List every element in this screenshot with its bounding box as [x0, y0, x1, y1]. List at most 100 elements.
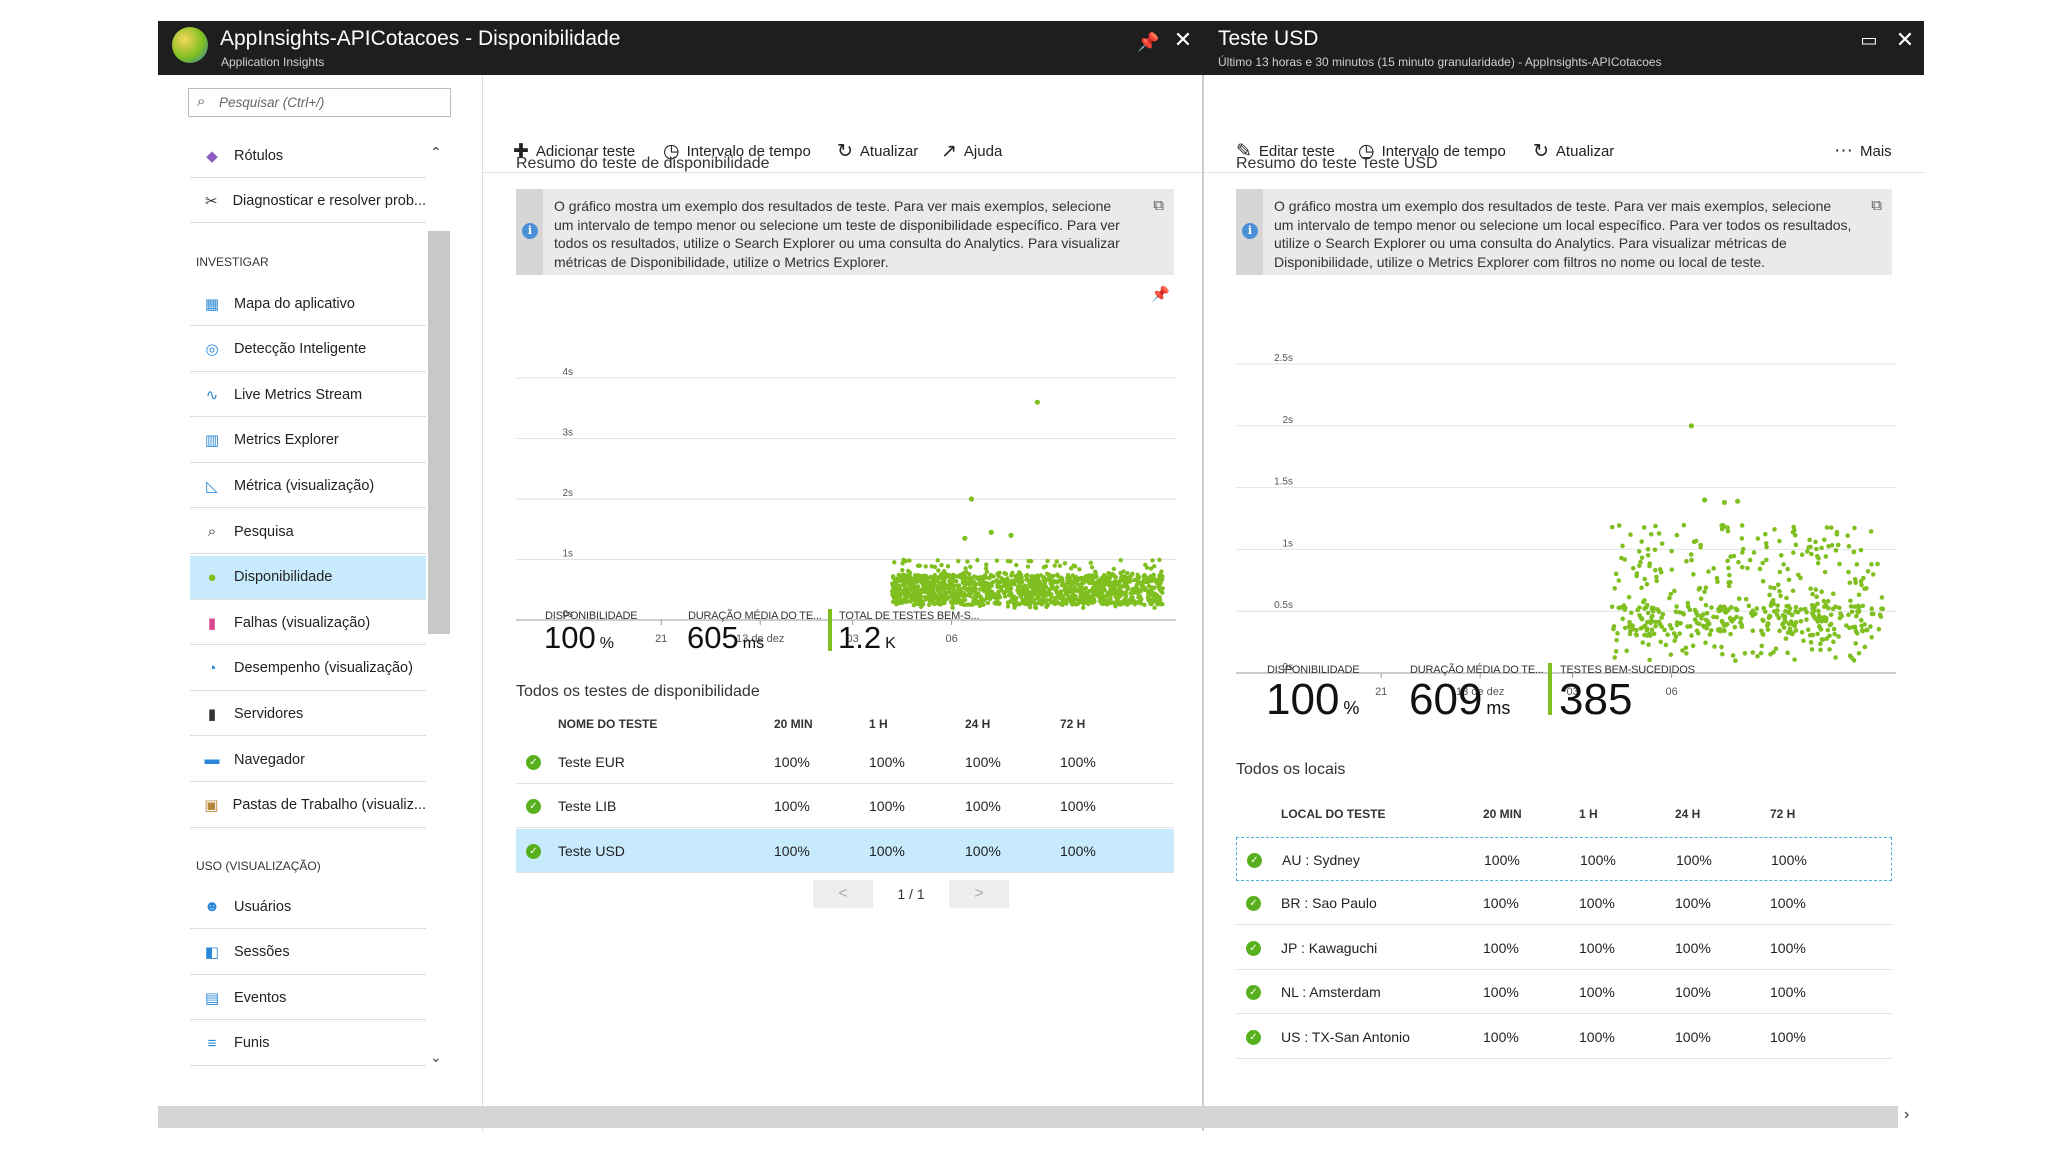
pager-prev-button[interactable]: < [813, 880, 873, 908]
table-row[interactable]: ✓ US : TX-San Antonio 100% 100% 100% 100% [1236, 1015, 1892, 1059]
refresh-button[interactable]: ↻ Atualizar [837, 140, 919, 162]
data-point [1772, 527, 1777, 532]
data-point [1639, 539, 1644, 544]
data-point [1719, 618, 1725, 624]
data-point [1637, 563, 1642, 569]
data-point [1029, 594, 1035, 599]
data-point [1016, 574, 1021, 579]
pin-icon[interactable]: 📌 [1137, 32, 1160, 52]
data-point [1698, 596, 1704, 602]
data-point [1084, 594, 1089, 599]
sidebar-item-métrica-visualização[interactable]: ◺ Métrica (visualização) [190, 464, 426, 509]
data-point [1139, 584, 1145, 589]
data-point [1122, 580, 1128, 586]
data-point [1009, 597, 1015, 603]
sidebar-item-falhas-visualização[interactable]: ▮ Falhas (visualização) [190, 601, 426, 646]
help-button[interactable]: ↗ Ajuda [941, 140, 1003, 162]
sidebar-item-desempenho-visualização[interactable]: ◔ Desempenho (visualização) [190, 647, 426, 691]
data-point [1718, 607, 1724, 613]
scroll-up-icon[interactable]: ⌃ [430, 144, 442, 160]
data-point [1098, 599, 1103, 604]
table-row[interactable]: ✓ BR : Sao Paulo 100% 100% 100% 100% [1236, 881, 1892, 926]
data-point [993, 592, 998, 597]
data-point [1792, 623, 1798, 629]
add-test-button[interactable]: ✚ Adicionar teste [513, 140, 636, 162]
sidebar-item-usuários[interactable]: ☻ Usuários [190, 885, 426, 929]
data-point [959, 599, 965, 604]
data-point [1140, 583, 1146, 589]
data-point [1040, 593, 1045, 598]
sidebar-item-sessões[interactable]: ◧ Sessões [190, 931, 426, 975]
sidebar-item-mapa-do-aplicativo[interactable]: ▦ Mapa do aplicativo [190, 282, 426, 326]
time-range-button[interactable]: ◷ Intervalo de tempo [1358, 140, 1506, 162]
data-point [890, 587, 896, 592]
sidebar-item-rótulos[interactable]: ◆ Rótulos [190, 134, 426, 178]
scroll-right-icon[interactable]: › [1904, 1106, 1910, 1123]
close-icon[interactable]: ✕ [1895, 27, 1915, 52]
data-point [1109, 587, 1115, 592]
row-value: 100% [1675, 984, 1711, 1001]
sidebar-item-funis[interactable]: ≡ Funis [190, 1022, 426, 1066]
scroll-down-icon[interactable]: ⌄ [430, 1049, 442, 1065]
data-point [1674, 532, 1680, 538]
data-point [1066, 580, 1072, 586]
close-icon[interactable]: ✕ [1173, 27, 1193, 52]
table-row[interactable]: ✓ Teste LIB 100% 100% 100% 100% [516, 784, 1174, 829]
data-point [1048, 579, 1054, 585]
data-point [1653, 619, 1658, 625]
data-point [1059, 582, 1065, 587]
success-check-icon: ✓ [526, 799, 541, 815]
data-point [1826, 605, 1831, 611]
sidebar-item-pastas-de-trabalho-visualiz[interactable]: ▣ Pastas de Trabalho (visualiz... [190, 784, 426, 828]
data-point [1037, 600, 1043, 605]
data-point [1613, 649, 1619, 654]
data-point [1009, 591, 1014, 596]
data-point [933, 579, 939, 584]
data-point [1649, 605, 1655, 611]
sidebar-item-label: Servidores [234, 705, 304, 722]
data-point [996, 589, 1001, 594]
sidebar-item-detecção-inteligente[interactable]: ◎ Detecção Inteligente [190, 328, 426, 372]
table-row[interactable]: ✓ AU : Sydney 100% 100% 100% 100% [1236, 837, 1892, 881]
nav-scroll-thumb[interactable] [428, 231, 450, 634]
data-point [983, 575, 989, 580]
sidebar-item-servidores[interactable]: ▮ Servidores [190, 692, 426, 737]
data-point [1040, 585, 1046, 590]
table-row[interactable]: ✓ Teste USD 100% 100% 100% 100% [516, 828, 1174, 873]
data-point [935, 577, 940, 583]
table-row[interactable]: ✓ Teste EUR 100% 100% 100% 100% [516, 740, 1174, 784]
search-input[interactable]: Pesquisar (Ctrl+/) [219, 95, 325, 110]
time-range-button[interactable]: ◷ Intervalo de tempo [663, 140, 811, 162]
edit-test-button[interactable]: ✎ Editar teste [1236, 140, 1335, 162]
horizontal-scrollbar[interactable] [158, 1106, 1898, 1128]
data-point [1002, 581, 1007, 586]
sidebar-item-metrics-explorer[interactable]: ▥ Metrics Explorer [190, 419, 426, 463]
table-row[interactable]: ✓ JP : Kawaguchi 100% 100% 100% 100% [1236, 926, 1892, 970]
sidebar-item-live-metrics-stream[interactable]: ∿ Live Metrics Stream [190, 373, 426, 418]
data-point [994, 578, 999, 583]
sidebar-item-disponibilidade[interactable]: ● Disponibilidade [190, 555, 426, 600]
open-external-icon[interactable]: ⧉ [1153, 197, 1164, 214]
data-point [1156, 582, 1162, 587]
sidebar-item-diagnosticar-e-resolver-prob[interactable]: ✂ Diagnosticar e resolver prob... [190, 179, 426, 223]
maximize-icon[interactable]: ▭ [1860, 30, 1878, 50]
left-blade-content: ✚ Adicionar teste ◷ Intervalo de tempo ↻ At… [483, 75, 1204, 1131]
open-external-icon[interactable]: ⧉ [1871, 197, 1882, 214]
data-point [1107, 592, 1113, 597]
sidebar-item-pesquisa[interactable]: ⌕ Pesquisa [190, 510, 426, 554]
pager-next-button[interactable]: > [949, 880, 1009, 908]
data-point [1040, 599, 1046, 605]
sidebar-item-eventos[interactable]: ▤ Eventos [190, 976, 426, 1021]
data-point [1817, 614, 1823, 620]
data-point [1707, 632, 1713, 637]
data-point [1023, 584, 1028, 589]
refresh-button[interactable]: ↻ Atualizar [1533, 140, 1615, 162]
sidebar-item-navegador[interactable]: ▬ Navegador [190, 738, 426, 782]
data-point [975, 581, 980, 587]
search-box[interactable]: ⌕ Pesquisar (Ctrl+/) [188, 88, 451, 117]
data-point [1007, 588, 1013, 593]
more-button[interactable]: ··· Mais [1834, 140, 1892, 161]
table-row[interactable]: ✓ NL : Amsterdam 100% 100% 100% 100% [1236, 970, 1892, 1015]
data-point [1660, 611, 1666, 617]
pin-chart-icon[interactable]: 📌 [1151, 286, 1170, 303]
